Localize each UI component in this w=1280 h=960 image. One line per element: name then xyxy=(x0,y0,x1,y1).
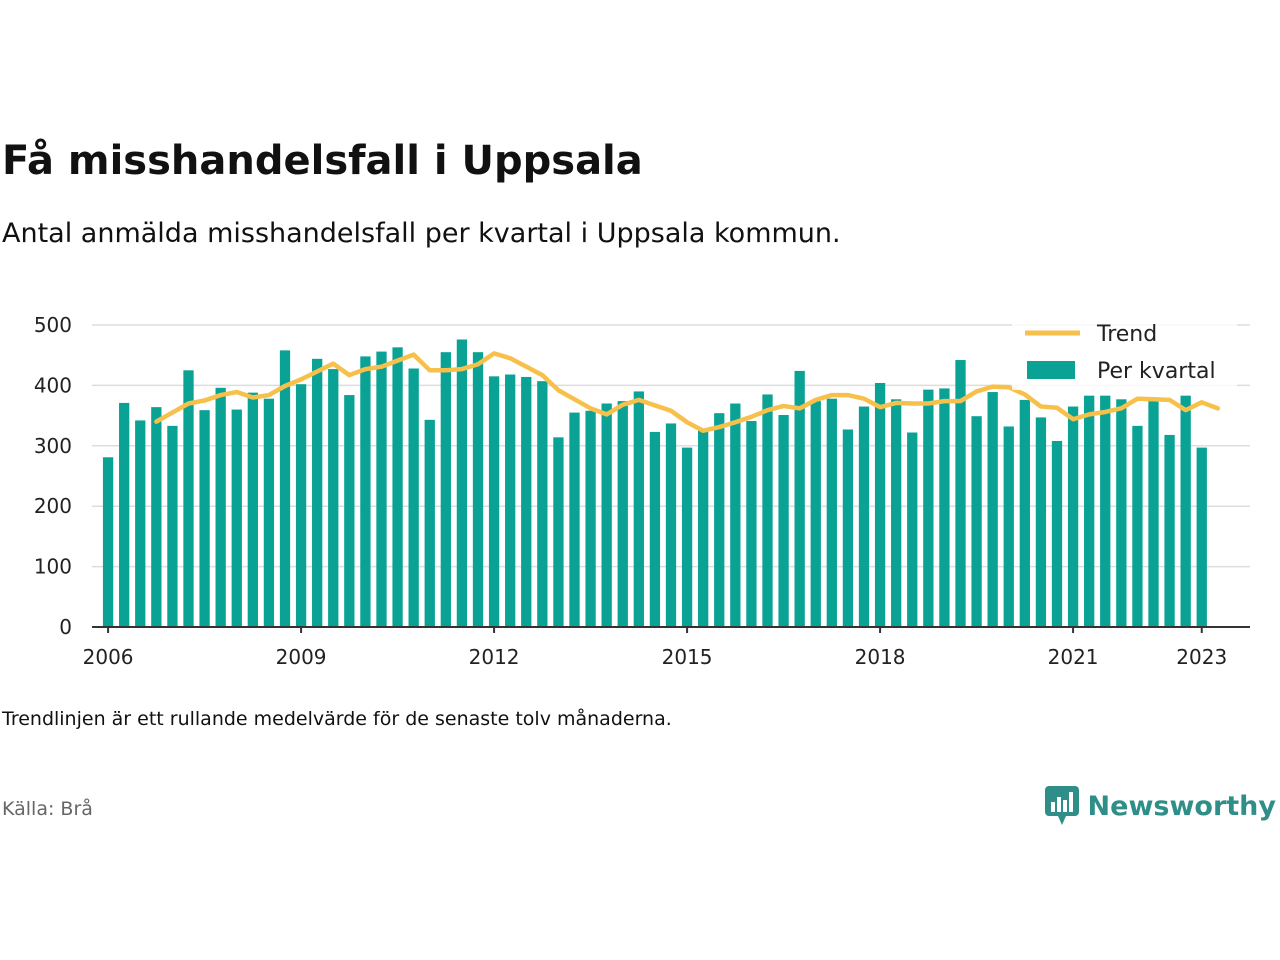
bar xyxy=(762,394,773,627)
chart-subtitle: Antal anmälda misshandelsfall per kvarta… xyxy=(2,218,841,249)
chart-title: Få misshandelsfall i Uppsala xyxy=(2,138,643,184)
bar xyxy=(135,420,146,627)
bar xyxy=(794,370,805,627)
chart-note: Trendlinjen är ett rullande medelvärde f… xyxy=(2,708,672,730)
bar xyxy=(102,457,114,627)
bar xyxy=(1035,417,1047,627)
bar xyxy=(392,347,403,627)
bar xyxy=(151,407,162,627)
bar xyxy=(279,350,291,627)
bar xyxy=(199,410,210,627)
bar xyxy=(939,388,950,627)
bar xyxy=(874,382,886,627)
bar xyxy=(537,381,548,627)
trend-layer xyxy=(154,351,1221,433)
bar xyxy=(312,358,323,627)
legend-trend-label: Trend xyxy=(1096,322,1157,347)
bar xyxy=(1148,397,1159,627)
bar xyxy=(1116,399,1127,627)
bar xyxy=(167,425,178,627)
bar xyxy=(488,376,500,627)
y-tick-label: 500 xyxy=(34,313,72,337)
y-tick-label: 200 xyxy=(34,494,72,518)
bar xyxy=(295,384,307,627)
source-label: Källa: Brå xyxy=(2,798,93,820)
x-tick-label: 2012 xyxy=(469,645,520,669)
bar xyxy=(826,398,837,627)
bar xyxy=(842,429,854,627)
bar xyxy=(505,374,516,627)
y-tick-label: 400 xyxy=(34,373,72,397)
bar xyxy=(858,406,870,627)
bar xyxy=(569,412,580,627)
bar xyxy=(1067,406,1079,627)
bar xyxy=(360,356,371,627)
bar xyxy=(119,402,130,627)
bar xyxy=(1100,395,1111,627)
bar xyxy=(231,409,242,627)
bar xyxy=(1164,434,1175,627)
bar xyxy=(746,421,757,627)
chart: 0 100 200 300 400 500 2006 2009 2012 2015 2018 202… xyxy=(34,313,1250,669)
bar xyxy=(714,413,725,627)
bar xyxy=(810,401,821,627)
bar xyxy=(344,395,355,627)
bar xyxy=(923,389,934,627)
bar xyxy=(440,352,451,627)
x-tick-label: 2018 xyxy=(855,645,906,669)
bar xyxy=(328,369,339,627)
bar xyxy=(424,419,435,627)
x-axis: 2006 2009 2012 2015 2018 2021 2023 xyxy=(83,626,1250,669)
bar xyxy=(617,401,628,627)
bar xyxy=(633,391,644,627)
bar xyxy=(907,432,918,627)
x-tick-label: 2009 xyxy=(276,645,327,669)
bar xyxy=(376,351,387,627)
brand-name: Newsworthy xyxy=(1087,790,1276,822)
bar xyxy=(408,368,419,627)
brand-logo: Newsworthy xyxy=(1044,785,1276,827)
bar xyxy=(585,410,596,627)
x-tick-label: 2006 xyxy=(83,645,134,669)
bar xyxy=(987,392,998,627)
bar xyxy=(247,392,258,627)
bar xyxy=(681,447,693,627)
bar xyxy=(1180,395,1191,627)
bar xyxy=(1019,399,1030,627)
bar xyxy=(955,360,966,627)
bar xyxy=(891,399,902,627)
x-tick-label: 2021 xyxy=(1048,645,1099,669)
bar-layer xyxy=(102,339,1207,627)
bar xyxy=(971,416,982,627)
bar xyxy=(1132,425,1143,627)
y-tick-label: 100 xyxy=(34,555,72,579)
x-tick-label: 2023 xyxy=(1176,645,1227,669)
bar xyxy=(553,437,564,627)
legend: Trend Per kvartal xyxy=(1012,316,1237,390)
bar xyxy=(601,403,612,627)
x-tick-label: 2015 xyxy=(662,645,713,669)
newsworthy-logo-icon xyxy=(1044,786,1079,825)
bar xyxy=(215,387,226,627)
bar xyxy=(263,398,275,627)
bar xyxy=(649,431,661,627)
bar xyxy=(665,423,677,627)
legend-bar-label: Per kvartal xyxy=(1097,359,1216,384)
bar xyxy=(730,403,741,627)
bar xyxy=(778,414,789,627)
bar xyxy=(521,376,532,627)
legend-bar-swatch xyxy=(1027,361,1075,379)
bar xyxy=(183,370,194,627)
bar xyxy=(472,352,484,627)
bar xyxy=(1196,447,1207,627)
y-tick-label: 300 xyxy=(34,434,72,458)
bar xyxy=(1084,395,1095,627)
bar xyxy=(1003,426,1014,627)
y-tick-label: 0 xyxy=(59,615,72,639)
trend-line xyxy=(154,351,1221,433)
bar xyxy=(698,429,709,627)
bar xyxy=(456,339,468,627)
bar xyxy=(1051,440,1063,627)
